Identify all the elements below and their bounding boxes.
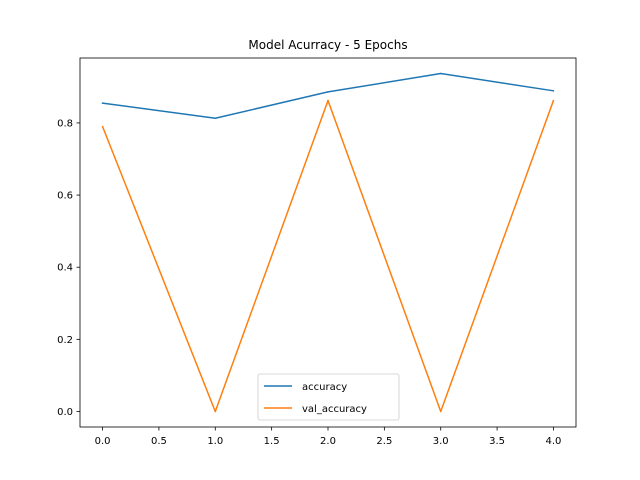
legend-label-val_accuracy: val_accuracy: [302, 404, 367, 415]
data-point-val_accuracy: [439, 410, 442, 413]
data-point-val_accuracy: [327, 99, 329, 102]
legend-box: [257, 373, 400, 421]
x-tick-label: 2.0: [320, 436, 336, 447]
legend-label-accuracy: accuracy: [302, 382, 347, 393]
data-point-val_accuracy: [552, 99, 555, 102]
plot-frame: [79, 57, 577, 428]
data-point-accuracy: [327, 91, 329, 93]
x-tick-label: 0.0: [95, 436, 111, 447]
data-point-val_accuracy: [214, 410, 217, 413]
data-point-accuracy: [101, 102, 104, 104]
x-tick-label: 1.5: [264, 436, 280, 447]
y-tick-label: 0.2: [57, 335, 73, 346]
y-tick-label: 0.8: [57, 118, 73, 129]
y-tick-label: 0.0: [57, 407, 73, 418]
x-tick-label: 3.5: [489, 436, 505, 447]
x-tick-label: 2.5: [376, 436, 392, 447]
x-tick-label: 4.0: [546, 436, 562, 447]
data-point-accuracy: [214, 117, 217, 120]
legend: accuracy val_accuracy: [257, 373, 400, 421]
plot-area: [80, 58, 576, 427]
y-tick-label: 0.6: [57, 191, 73, 202]
y-tick-label: 0.4: [57, 263, 73, 274]
data-point-val_accuracy: [101, 125, 104, 128]
ticks-layer: 0.0 0.5 1.0 1.5 2.0 2.5 3.0 3.5 4.0 0.0 0.2 0.4 0.6 0…: [57, 118, 561, 447]
x-tick-label: 1.0: [207, 436, 223, 447]
data-point-accuracy: [439, 72, 442, 75]
x-tick-label: 0.5: [151, 436, 167, 447]
chart-title: Model Acurracy - 5 Epochs: [248, 38, 407, 52]
data-point-accuracy: [552, 90, 555, 92]
x-tick-label: 3.0: [433, 436, 449, 447]
series-layer: [101, 72, 555, 413]
